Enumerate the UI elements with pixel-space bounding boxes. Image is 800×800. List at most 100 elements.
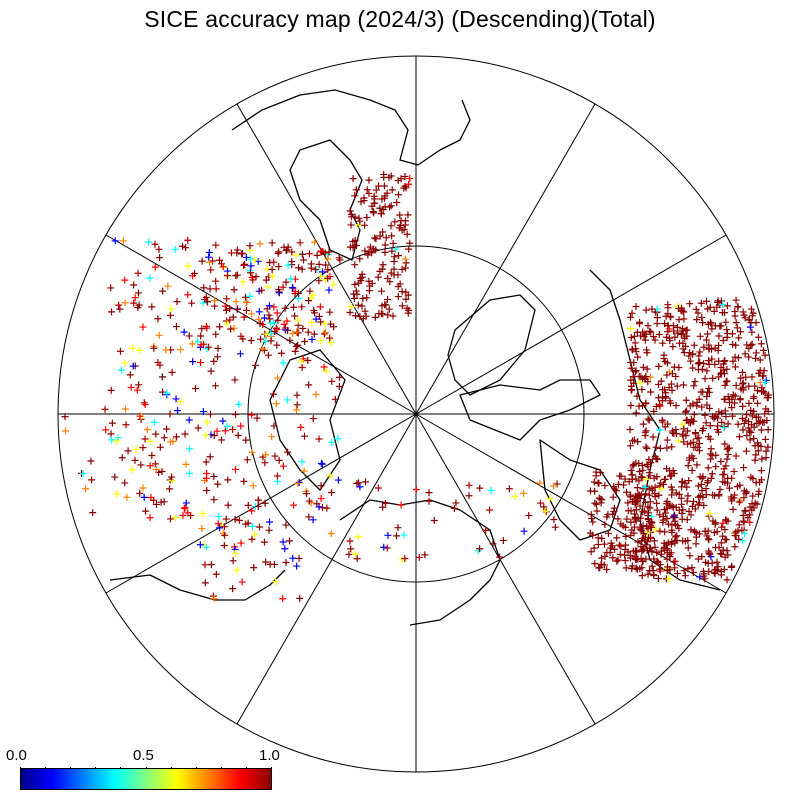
accuracy-marker: [714, 297, 722, 305]
accuracy-marker: [698, 487, 706, 495]
accuracy-marker: [360, 194, 368, 202]
accuracy-marker: [324, 266, 332, 274]
accuracy-marker: [210, 432, 218, 440]
accuracy-marker: [737, 385, 745, 393]
accuracy-marker: [151, 263, 159, 271]
accuracy-marker: [146, 437, 154, 445]
accuracy-marker: [748, 328, 756, 336]
accuracy-marker: [636, 318, 644, 326]
accuracy-marker: [89, 509, 97, 517]
accuracy-marker: [696, 573, 704, 581]
accuracy-marker: [379, 503, 387, 511]
accuracy-marker: [598, 554, 606, 562]
accuracy-marker: [248, 535, 256, 543]
accuracy-marker: [722, 462, 730, 470]
accuracy-marker: [685, 477, 693, 485]
accuracy-marker: [626, 442, 634, 450]
accuracy-marker: [227, 325, 235, 333]
accuracy-marker: [752, 319, 760, 327]
accuracy-marker: [595, 479, 603, 487]
accuracy-marker: [601, 552, 609, 560]
accuracy-marker: [301, 432, 308, 440]
accuracy-marker: [546, 495, 554, 503]
accuracy-marker: [746, 427, 754, 435]
accuracy-marker: [310, 307, 318, 315]
accuracy-marker: [351, 192, 359, 200]
accuracy-marker: [275, 456, 283, 464]
accuracy-marker: [603, 548, 611, 556]
accuracy-marker: [274, 249, 282, 257]
accuracy-marker: [240, 313, 248, 321]
accuracy-marker: [698, 553, 706, 561]
accuracy-marker: [146, 462, 154, 470]
accuracy-marker: [612, 487, 620, 495]
accuracy-marker: [182, 499, 190, 507]
accuracy-marker: [668, 370, 676, 378]
accuracy-marker: [317, 459, 325, 467]
accuracy-marker: [295, 264, 303, 272]
accuracy-marker: [714, 563, 722, 571]
accuracy-marker: [623, 515, 631, 523]
accuracy-marker: [305, 497, 313, 505]
accuracy-marker: [272, 400, 280, 408]
accuracy-marker: [643, 365, 651, 373]
accuracy-marker: [638, 572, 646, 580]
accuracy-marker: [294, 329, 302, 337]
accuracy-marker: [717, 539, 725, 547]
accuracy-marker: [391, 218, 399, 226]
accuracy-marker: [636, 495, 644, 503]
accuracy-marker: [639, 557, 647, 565]
accuracy-marker: [746, 323, 754, 331]
accuracy-marker: [476, 484, 484, 492]
accuracy-marker: [116, 305, 124, 313]
accuracy-marker: [505, 485, 513, 493]
accuracy-marker: [148, 303, 156, 311]
accuracy-marker: [231, 465, 239, 473]
accuracy-marker: [703, 392, 711, 400]
accuracy-marker: [240, 261, 248, 269]
accuracy-marker: [291, 312, 299, 320]
accuracy-marker: [167, 438, 175, 446]
accuracy-marker: [607, 544, 615, 552]
accuracy-marker: [613, 534, 621, 542]
accuracy-marker: [387, 202, 395, 210]
accuracy-marker: [551, 523, 559, 531]
accuracy-marker: [194, 424, 202, 432]
accuracy-marker: [361, 478, 369, 486]
accuracy-marker: [347, 221, 355, 229]
accuracy-marker: [465, 481, 473, 489]
accuracy-marker: [604, 529, 612, 537]
accuracy-marker: [659, 339, 667, 347]
accuracy-marker: [686, 552, 694, 560]
accuracy-marker: [401, 554, 409, 562]
accuracy-marker: [212, 382, 220, 390]
accuracy-marker: [685, 507, 693, 515]
accuracy-marker: [355, 479, 363, 487]
accuracy-marker: [400, 184, 408, 192]
accuracy-marker: [715, 490, 723, 498]
accuracy-marker: [107, 386, 115, 394]
accuracy-marker: [142, 507, 150, 515]
accuracy-marker: [722, 413, 730, 421]
accuracy-marker: [703, 401, 711, 409]
accuracy-marker: [743, 411, 751, 419]
accuracy-marker: [669, 467, 677, 475]
accuracy-marker: [550, 516, 558, 524]
accuracy-marker: [723, 576, 731, 584]
accuracy-marker: [741, 507, 749, 515]
accuracy-marker: [629, 373, 637, 381]
accuracy-marker: [684, 440, 692, 448]
accuracy-marker: [412, 485, 420, 493]
accuracy-marker: [589, 531, 597, 539]
accuracy-marker: [690, 382, 698, 390]
accuracy-marker: [191, 385, 199, 393]
accuracy-marker: [745, 316, 753, 324]
accuracy-marker: [327, 339, 335, 347]
accuracy-marker: [748, 340, 756, 348]
accuracy-marker: [657, 377, 665, 385]
accuracy-marker: [699, 473, 707, 481]
accuracy-marker: [713, 558, 721, 566]
accuracy-marker: [750, 434, 758, 442]
accuracy-marker: [694, 482, 702, 490]
accuracy-marker: [248, 448, 256, 456]
